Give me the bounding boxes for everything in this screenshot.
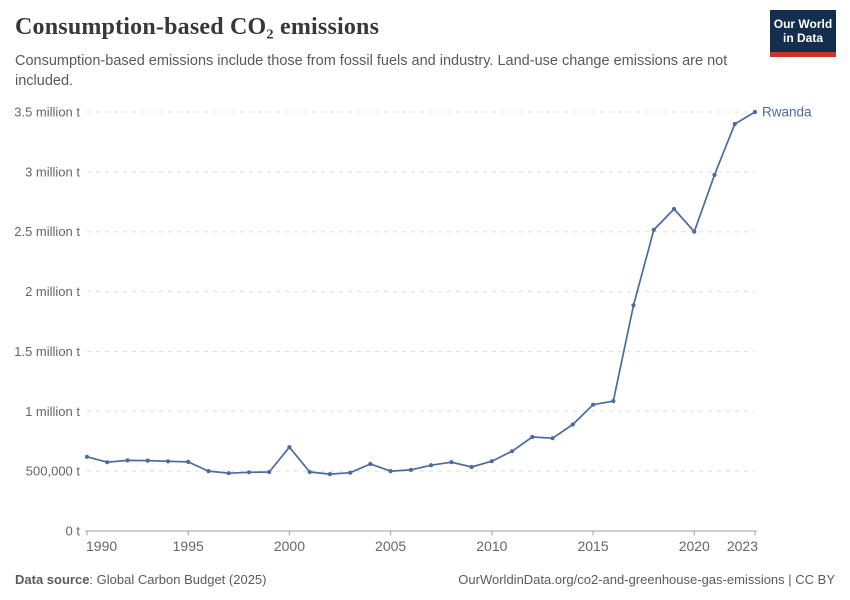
data-point-2002 — [327, 472, 332, 477]
data-point-1999 — [267, 469, 272, 475]
x-axis-label-2010: 2010 — [476, 538, 507, 554]
data-point-2017 — [631, 303, 636, 308]
owid-logo-line1: Our World — [773, 17, 833, 31]
y-axis-label-1000000: 1 million t — [25, 404, 80, 419]
y-axis-label-3500000: 3.5 million t — [14, 105, 80, 120]
x-axis-label-2015: 2015 — [577, 538, 608, 554]
y-axis-label-500000: 500,000 t — [26, 464, 81, 479]
data-point-2001 — [307, 469, 312, 475]
data-point-1994 — [165, 459, 171, 464]
chart-subtitle: Consumption-based emissions include thos… — [15, 53, 728, 89]
data-point-2012 — [530, 434, 535, 440]
data-point-1997 — [226, 471, 231, 476]
x-axis-label-2023: 2023 — [727, 538, 758, 554]
data-source: Data source: Global Carbon Budget (2025) — [15, 572, 266, 587]
data-point-2007 — [429, 463, 434, 468]
x-axis-label-1990: 1990 — [86, 538, 117, 554]
x-axis-label-2020: 2020 — [679, 538, 710, 554]
data-point-2021 — [712, 172, 717, 177]
footer-link[interactable]: OurWorldinData.org/co2-and-greenhouse-ga… — [458, 572, 835, 587]
y-axis-label-1500000: 1.5 million t — [14, 344, 80, 359]
data-point-1991 — [105, 460, 110, 465]
data-point-2022 — [732, 121, 737, 127]
data-point-2010 — [489, 459, 494, 464]
data-point-1993 — [145, 458, 150, 463]
y-axis-label-0: 0 t — [66, 524, 81, 539]
data-point-2008 — [449, 460, 454, 465]
entity-label-rwanda[interactable]: Rwanda — [762, 105, 812, 120]
data-point-2014 — [570, 422, 575, 427]
data-point-2000 — [287, 445, 292, 450]
owid-logo[interactable]: Our World in Data — [770, 10, 836, 57]
data-point-2018 — [651, 227, 656, 232]
y-axis-label-2500000: 2.5 million t — [14, 224, 80, 239]
x-axis-label-2005: 2005 — [375, 538, 406, 554]
data-point-2023 — [752, 109, 758, 115]
y-axis-label-2000000: 2 million t — [25, 284, 80, 299]
data-point-2013 — [550, 436, 555, 441]
chart-footer: Data source: Global Carbon Budget (2025)… — [15, 572, 835, 587]
page-title: Consumption-based CO₂ emissions — [15, 14, 380, 40]
data-point-2015 — [591, 402, 596, 407]
x-axis-label-1995: 1995 — [173, 538, 204, 554]
data-point-2005 — [388, 469, 393, 474]
data-point-2009 — [469, 464, 474, 470]
data-point-2006 — [408, 467, 413, 472]
data-point-1990 — [84, 454, 90, 459]
data-source-label: Data source — [15, 572, 90, 587]
y-axis-label-3000000: 3 million t — [25, 164, 80, 179]
data-point-2020 — [692, 229, 697, 234]
data-point-1995 — [186, 459, 191, 464]
data-point-2011 — [509, 449, 515, 454]
data-point-2016 — [611, 399, 616, 404]
data-point-2003 — [348, 470, 353, 475]
data-point-2004 — [368, 461, 373, 467]
x-axis-label-2000: 2000 — [274, 538, 305, 554]
data-point-1996 — [206, 469, 211, 474]
data-point-1992 — [125, 458, 130, 463]
data-source-value: : Global Carbon Budget (2025) — [89, 572, 267, 587]
owid-logo-line2: in Data — [782, 31, 823, 45]
data-point-1998 — [246, 470, 251, 475]
data-point-2019 — [671, 206, 677, 212]
rwanda-line[interactable] — [86, 111, 756, 475]
